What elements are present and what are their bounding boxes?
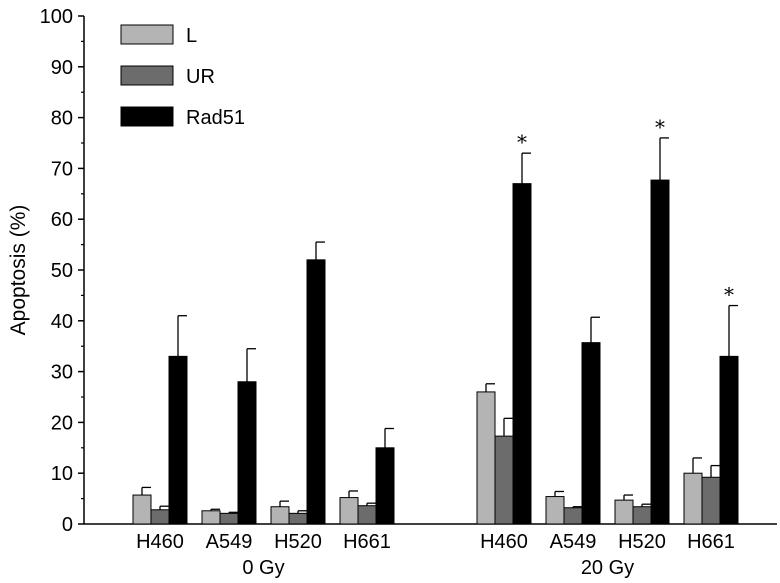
bar-rad51 — [237, 381, 257, 525]
y-tick-label: 40 — [51, 311, 73, 333]
bar-rad51 — [650, 179, 670, 525]
bar-ur — [357, 505, 377, 525]
x-group-label: 0 Gy — [242, 557, 284, 579]
bar-ur — [632, 506, 652, 525]
bar-ur — [494, 435, 514, 525]
legend-swatch-rad51 — [120, 106, 174, 127]
bar-ur — [150, 509, 170, 525]
bar-rad51 — [581, 342, 601, 525]
y-tick-label: 80 — [51, 108, 73, 130]
x-category-label: H520 — [618, 531, 666, 553]
y-tick-label: 90 — [51, 57, 73, 79]
bar-rad51 — [306, 259, 326, 525]
y-tick-label: 60 — [51, 209, 73, 231]
y-tick-label: 100 — [40, 6, 73, 28]
x-category-label: H460 — [480, 531, 528, 553]
bar-l — [339, 497, 359, 525]
legend-label-ur: UR — [186, 66, 215, 88]
bar-rad51 — [375, 447, 395, 525]
y-tick-label: 0 — [62, 514, 73, 536]
bar-l — [201, 510, 221, 525]
y-tick-label: 30 — [51, 362, 73, 384]
bar-rad51 — [168, 355, 188, 525]
significance-marker: * — [655, 115, 665, 139]
bar-l — [270, 506, 290, 525]
legend-label-rad51: Rad51 — [186, 107, 245, 129]
bar-l — [545, 496, 565, 525]
bar-l — [476, 391, 496, 525]
legend-swatch-l — [120, 24, 174, 45]
y-axis-title: Apoptosis (%) — [7, 205, 30, 336]
bar-rad51 — [719, 355, 739, 525]
bar-ur — [219, 512, 239, 525]
x-category-label: H460 — [136, 531, 184, 553]
bar-rad51 — [512, 183, 532, 525]
y-tick-label: 10 — [51, 463, 73, 485]
x-category-label: H520 — [274, 531, 322, 553]
y-tick-label: 20 — [51, 412, 73, 434]
legend-label-l: L — [186, 25, 197, 47]
bar-l — [683, 472, 703, 525]
y-tick-label: 70 — [51, 158, 73, 180]
y-tick-label: 50 — [51, 260, 73, 282]
bar-ur — [288, 512, 308, 525]
x-group-label: 20 Gy — [581, 557, 634, 579]
x-category-label: A549 — [206, 531, 253, 553]
bar-l — [614, 499, 634, 525]
bar-l — [132, 494, 152, 525]
significance-marker: * — [724, 283, 734, 307]
x-category-label: A549 — [550, 531, 597, 553]
bar-ur — [701, 476, 721, 525]
bar-ur — [563, 507, 583, 525]
x-category-label: H661 — [343, 531, 391, 553]
significance-marker: * — [517, 130, 527, 154]
x-category-label: H661 — [687, 531, 735, 553]
legend-swatch-ur — [120, 65, 174, 86]
